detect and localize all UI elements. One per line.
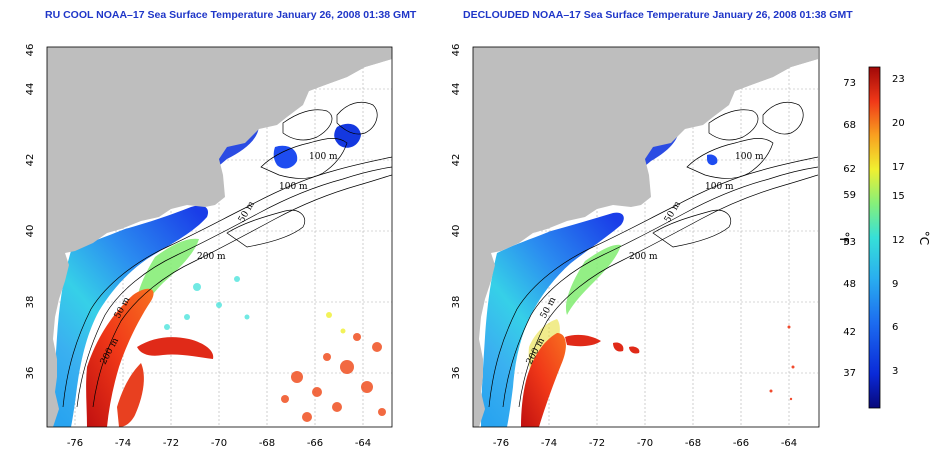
fahrenheit-tick-label: 53 bbox=[843, 237, 856, 248]
left-map-title: RU COOL NOAA–17 Sea Surface Temperature … bbox=[45, 9, 417, 21]
right-lon-tick-label: -72 bbox=[589, 438, 605, 449]
left-lat-tick-label: 42 bbox=[25, 154, 36, 167]
celsius-tick-label: 15 bbox=[892, 191, 905, 202]
celsius-tick-label: 23 bbox=[892, 74, 905, 85]
celsius-tick-label: 6 bbox=[892, 322, 898, 333]
left-lat-tick-label: 40 bbox=[25, 225, 36, 238]
right-contour-label-100m-center: 100 m bbox=[705, 182, 734, 192]
celsius-unit-label: °C bbox=[917, 231, 931, 245]
left-lon-tick-label: -74 bbox=[115, 438, 131, 449]
right-lon-tick-label: -70 bbox=[637, 438, 653, 449]
fahrenheit-tick-label: 68 bbox=[843, 120, 856, 131]
fahrenheit-tick-label: 48 bbox=[843, 279, 856, 290]
left-contour-label-200m-north: 200 m bbox=[197, 252, 226, 262]
celsius-tick-label: 12 bbox=[892, 235, 905, 246]
left-lon-tick-label: -64 bbox=[355, 438, 371, 449]
right-lon-axis: -76 -74 -72 -70 -68 -66 -64 bbox=[493, 438, 797, 449]
left-lon-tick-label: -66 bbox=[307, 438, 323, 449]
left-contour-label-100m-center: 100 m bbox=[279, 182, 308, 192]
fahrenheit-tick-label: 42 bbox=[843, 327, 856, 338]
right-lat-axis: 36 38 40 42 44 46 bbox=[451, 44, 462, 380]
left-map-frame bbox=[46, 46, 393, 428]
right-lat-tick-label: 44 bbox=[451, 83, 462, 96]
color-scale-gradient bbox=[868, 66, 881, 409]
right-lat-tick-label: 38 bbox=[451, 296, 462, 309]
left-contour-label-100m-north: 100 m bbox=[309, 152, 338, 162]
fahrenheit-unit-label: °F bbox=[837, 232, 851, 245]
left-lat-tick-label: 38 bbox=[25, 296, 36, 309]
right-lat-tick-label: 46 bbox=[451, 44, 462, 57]
right-contour-label-200m-north: 200 m bbox=[629, 252, 658, 262]
left-lat-tick-label: 46 bbox=[25, 44, 36, 57]
right-lon-tick-label: -66 bbox=[733, 438, 749, 449]
right-map-frame bbox=[472, 46, 820, 428]
celsius-tick-label: 20 bbox=[892, 118, 905, 129]
color-scale-bar: °F °C 73 68 62 59 53 48 42 37 23 20 17 1… bbox=[837, 66, 931, 409]
celsius-tick-label: 3 bbox=[892, 366, 898, 377]
right-contour-label-100m-north: 100 m bbox=[735, 152, 764, 162]
left-lat-tick-label: 36 bbox=[25, 367, 36, 380]
right-lat-tick-label: 42 bbox=[451, 154, 462, 167]
right-lat-tick-label: 36 bbox=[451, 367, 462, 380]
left-lat-axis: 36 38 40 42 44 46 bbox=[25, 44, 36, 380]
left-lon-tick-label: -76 bbox=[67, 438, 83, 449]
right-lon-tick-label: -68 bbox=[685, 438, 701, 449]
right-lon-tick-label: -64 bbox=[781, 438, 797, 449]
left-lat-tick-label: 44 bbox=[25, 83, 36, 96]
fahrenheit-tick-label: 37 bbox=[843, 368, 856, 379]
right-lon-tick-label: -74 bbox=[541, 438, 557, 449]
fahrenheit-ticks: 73 68 62 59 53 48 42 37 bbox=[843, 78, 856, 379]
left-lon-axis: -76 -74 -72 -70 -68 -66 -64 bbox=[67, 438, 371, 449]
right-map-panel: 100 m 100 m 50 m 200 m 50 m 200 m -76 -7… bbox=[451, 44, 820, 449]
left-lon-tick-label: -68 bbox=[259, 438, 275, 449]
celsius-tick-label: 17 bbox=[892, 162, 905, 173]
left-map-panel: 100 m 100 m 50 m 200 m 50 m 200 m -76 -7… bbox=[25, 44, 393, 449]
fahrenheit-tick-label: 59 bbox=[843, 190, 856, 201]
right-lat-tick-label: 40 bbox=[451, 225, 462, 238]
fahrenheit-tick-label: 73 bbox=[843, 78, 856, 89]
left-lon-tick-label: -72 bbox=[163, 438, 179, 449]
right-map-title: DECLOUDED NOAA–17 Sea Surface Temperatur… bbox=[463, 9, 853, 21]
celsius-ticks: 23 20 17 15 12 9 6 3 bbox=[892, 74, 905, 377]
celsius-tick-label: 9 bbox=[892, 279, 898, 290]
left-lon-tick-label: -70 bbox=[211, 438, 227, 449]
fahrenheit-tick-label: 62 bbox=[843, 164, 856, 175]
right-lon-tick-label: -76 bbox=[493, 438, 509, 449]
